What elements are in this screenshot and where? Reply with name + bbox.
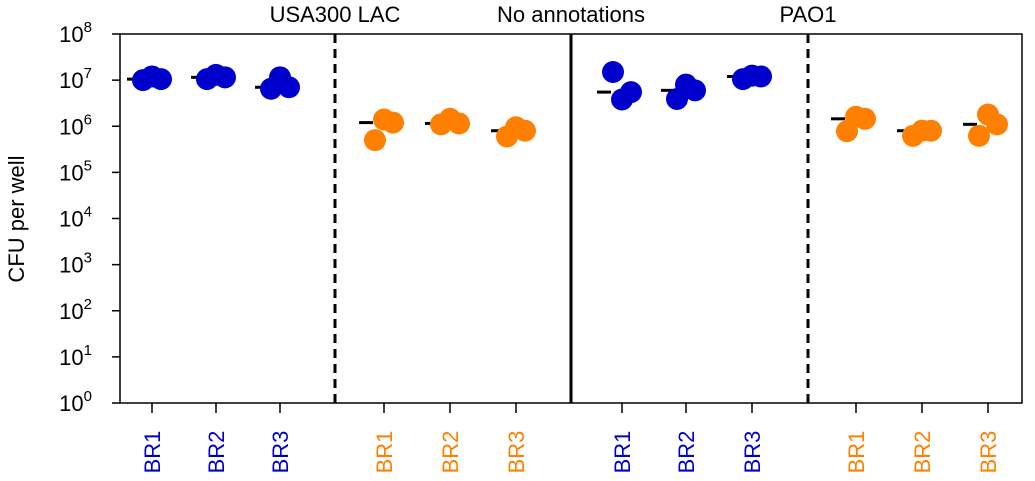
group-title: USA300 LAC — [270, 2, 401, 27]
x-category-label: BR3 — [504, 431, 529, 474]
y-tick-label: 102 — [59, 296, 92, 324]
x-category-label: BR1 — [844, 431, 869, 474]
y-tick-label: 101 — [59, 342, 92, 370]
data-point — [854, 107, 876, 130]
x-category-label: BR2 — [204, 431, 229, 474]
x-category-label: BR1 — [610, 431, 635, 474]
x-category-label: BR3 — [268, 431, 293, 474]
x-category-label: BR1 — [140, 431, 165, 474]
data-point — [684, 79, 706, 102]
y-tick-label: 107 — [59, 65, 92, 93]
x-category-label: BR3 — [976, 431, 1001, 474]
y-tick-label: 103 — [59, 250, 92, 278]
data-point — [968, 124, 990, 147]
data-point — [602, 61, 624, 84]
y-tick-label: 105 — [59, 157, 92, 185]
y-tick-label: 106 — [59, 111, 92, 139]
x-category-label: BR2 — [910, 431, 935, 474]
data-point — [986, 113, 1008, 136]
y-tick-label: 100 — [59, 388, 92, 416]
group-title: No annotations — [497, 2, 645, 27]
data-point — [214, 66, 236, 89]
y-tick-label: 108 — [59, 19, 92, 47]
x-category-label: BR1 — [372, 431, 397, 474]
group-title: PAO1 — [779, 2, 836, 27]
data-point — [920, 119, 942, 142]
y-tick-label: 104 — [59, 204, 92, 232]
x-category-label: BR3 — [740, 431, 765, 474]
data-point — [278, 76, 300, 99]
data-point — [750, 65, 772, 88]
data-point — [382, 111, 404, 134]
data-point — [448, 112, 470, 135]
y-axis-title: CFU per well — [4, 155, 29, 282]
data-point — [364, 129, 386, 152]
data-point — [150, 68, 172, 91]
data-point — [620, 81, 642, 104]
data-point — [514, 119, 536, 142]
x-category-label: BR2 — [438, 431, 463, 474]
x-category-label: BR2 — [674, 431, 699, 474]
